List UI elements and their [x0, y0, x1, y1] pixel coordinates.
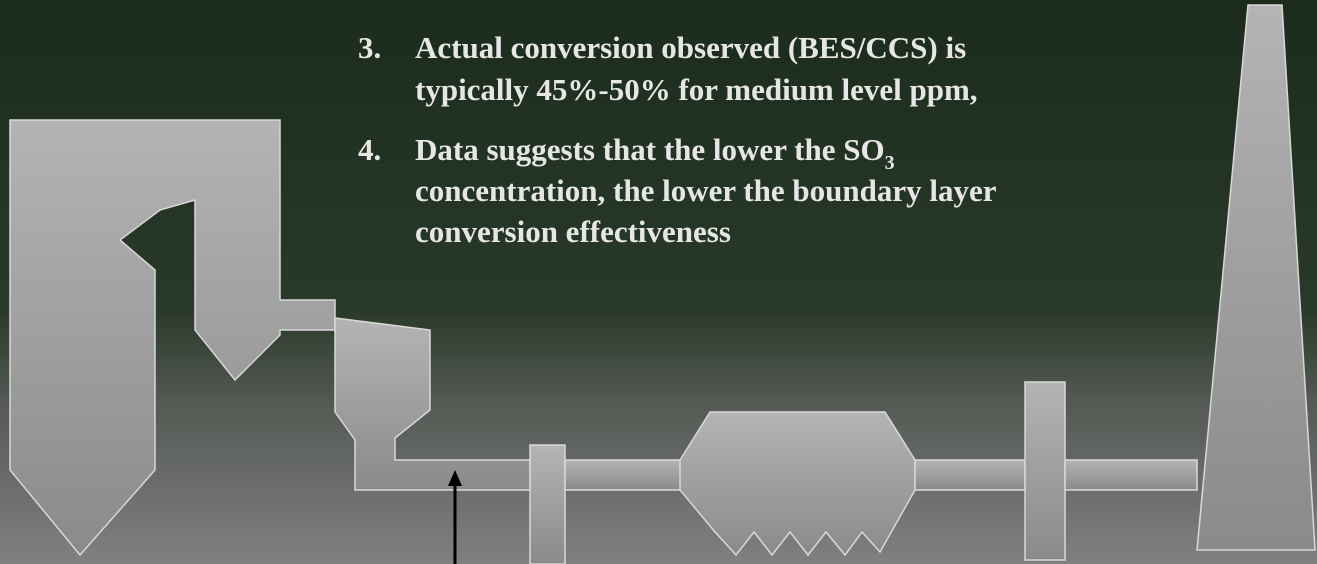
duct	[914, 459, 1026, 491]
bullet-list: 3. Actual conversion observed (BES/CCS) …	[358, 30, 997, 249]
boiler	[9, 119, 336, 557]
item-text-part: Data suggests that the lower the SO	[415, 132, 885, 167]
scrubber	[679, 411, 916, 557]
item-text: Actual conversion observed (BES/CCS) is	[415, 30, 966, 65]
item-text: concentration, the lower the boundary la…	[415, 173, 997, 208]
item-text: conversion effectiveness	[415, 214, 731, 249]
subscript: 3	[885, 152, 895, 174]
item-text: typically 45%-50% for medium level ppm,	[415, 72, 978, 107]
fan	[529, 444, 566, 564]
arrow-head	[448, 470, 462, 486]
stack	[1196, 4, 1316, 551]
duct	[1064, 459, 1198, 491]
tower	[1024, 381, 1066, 561]
item-text: Data suggests that the lower the SO3	[415, 132, 895, 174]
duct	[564, 459, 683, 491]
plant-diagram	[9, 4, 1316, 564]
item-number: 3.	[358, 30, 381, 65]
item-number: 4.	[358, 132, 381, 167]
